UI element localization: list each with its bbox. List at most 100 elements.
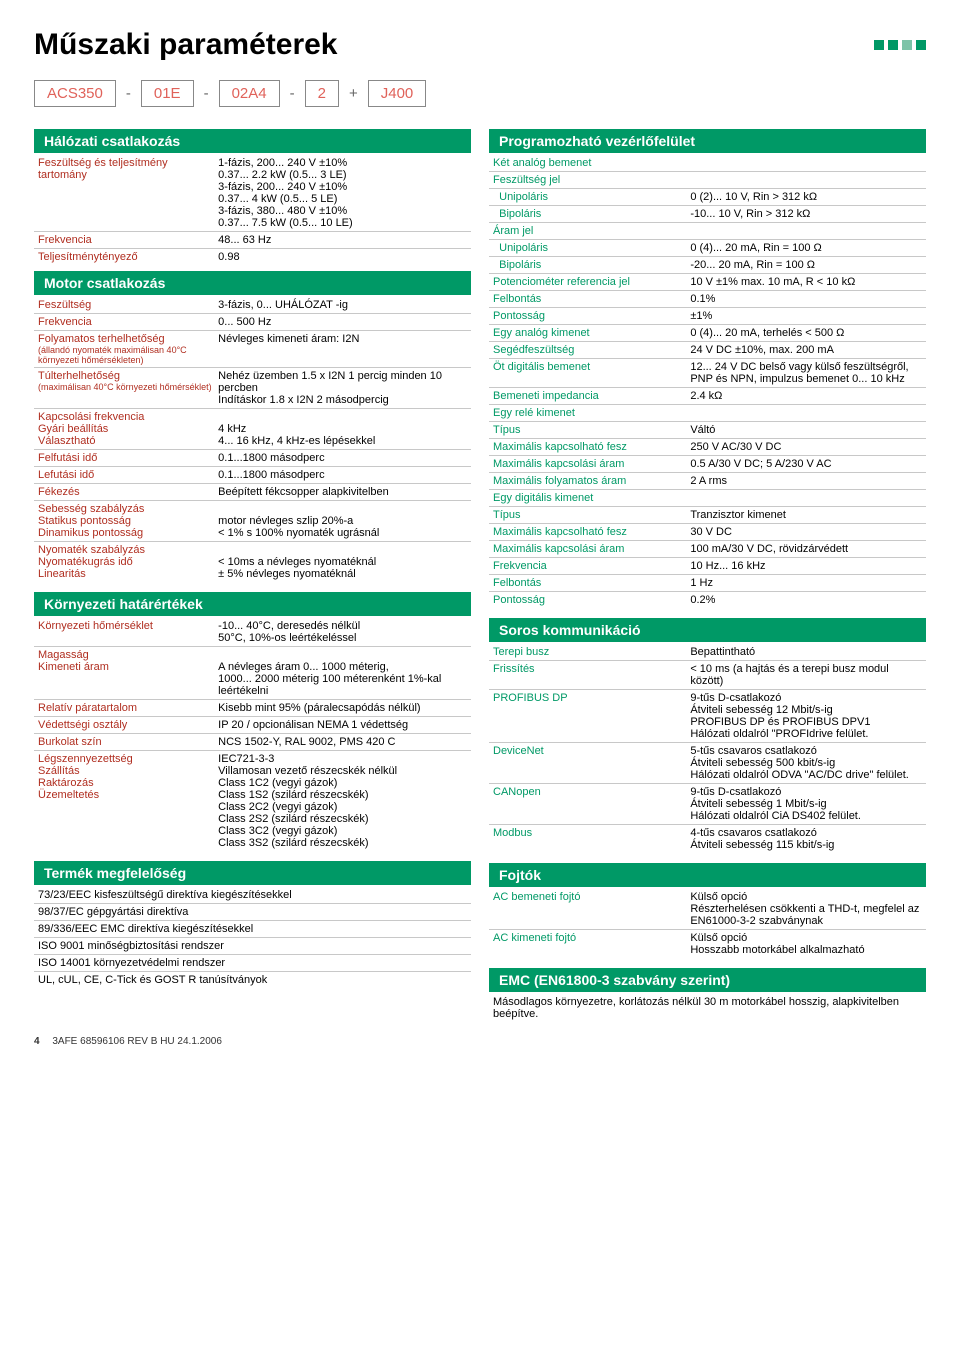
page-title-row: Műszaki paraméterek bbox=[34, 28, 926, 62]
part-box-1: ACS350 bbox=[34, 80, 116, 107]
spec-row: DeviceNet5-tűs csavaros csatlakozó Átvit… bbox=[489, 743, 926, 784]
spec-label: Feszültség bbox=[38, 299, 218, 311]
compliance-line: ISO 9001 minőségbiztosítási rendszer bbox=[34, 938, 471, 955]
spec-value: 1-fázis, 200... 240 V ±10% 0.37... 2.2 k… bbox=[218, 157, 467, 229]
spec-value: 5-tűs csavaros csatlakozó Átviteli sebes… bbox=[690, 745, 922, 781]
spec-value: 100 mA/30 V DC, rövidzárvédett bbox=[690, 543, 922, 555]
spec-value: 2.4 kΩ bbox=[690, 390, 922, 402]
spec-label: Maximális folyamatos áram bbox=[493, 475, 690, 487]
spec-label: Védettségi osztály bbox=[38, 719, 218, 731]
spec-row: Pontosság0.2% bbox=[489, 592, 926, 608]
spec-label: AC bemeneti fojtó bbox=[493, 891, 690, 927]
spec-row: Feszültség és teljesítmény tartomány1-fá… bbox=[34, 155, 471, 232]
left-column: Hálózati csatlakozás Feszültség és telje… bbox=[34, 129, 471, 1022]
spec-value: Kisebb mint 95% (páralecsapódás nélkül) bbox=[218, 702, 467, 714]
spec-value: 9-tűs D-csatlakozó Átviteli sebesség 1 M… bbox=[690, 786, 922, 822]
spec-value: 10 V ±1% max. 10 mA, R < 10 kΩ bbox=[690, 276, 922, 288]
spec-value: IP 20 / opcionálisan NEMA 1 védettség bbox=[218, 719, 467, 731]
spec-value: Külső opció Hosszabb motorkábel alkalmaz… bbox=[690, 932, 922, 956]
emc-text: Másodlagos környezetre, korlátozás nélkü… bbox=[489, 994, 926, 1022]
spec-row: Felbontás1 Hz bbox=[489, 575, 926, 592]
page-title: Műszaki paraméterek bbox=[34, 28, 338, 62]
spec-value bbox=[690, 174, 922, 186]
spec-label: Segédfeszültség bbox=[493, 344, 690, 356]
spec-row: Egy relé kimenet bbox=[489, 405, 926, 422]
spec-label: Bipoláris bbox=[493, 208, 690, 220]
spec-row: Frekvencia48... 63 Hz bbox=[34, 232, 471, 249]
spec-row: Frekvencia10 Hz... 16 kHz bbox=[489, 558, 926, 575]
spec-value: 0 (4)... 20 mA, Rin = 100 Ω bbox=[690, 242, 922, 254]
spec-label: PROFIBUS DP bbox=[493, 692, 690, 740]
spec-value: 4-tűs csavaros csatlakozó Átviteli sebes… bbox=[690, 827, 922, 851]
compliance-line: ISO 14001 környezetvédelmi rendszer bbox=[34, 955, 471, 972]
spec-row: Folyamatos terhelhetőség(állandó nyomaté… bbox=[34, 331, 471, 368]
spec-label: AC kimeneti fojtó bbox=[493, 932, 690, 956]
spec-row: Relatív páratartalomKisebb mint 95% (pár… bbox=[34, 700, 471, 717]
spec-value: motor névleges szlip 20%-a < 1% s 100% n… bbox=[218, 503, 467, 539]
spec-value: 0.5 A/30 V DC; 5 A/230 V AC bbox=[690, 458, 922, 470]
spec-row: Frissítés< 10 ms (a hajtás és a terepi b… bbox=[489, 661, 926, 690]
spec-label: Teljesítménytényező bbox=[38, 251, 218, 263]
spec-label: LégszennyezettségSzállításRaktározásÜzem… bbox=[38, 753, 218, 849]
spec-row: Két analóg bemenet bbox=[489, 155, 926, 172]
spec-value: 2 A rms bbox=[690, 475, 922, 487]
spec-value: Névleges kimeneti áram: I2N bbox=[218, 333, 467, 365]
spec-label: Felbontás bbox=[493, 293, 690, 305]
spec-value: < 10ms a névleges nyomatéknál ± 5% névle… bbox=[218, 544, 467, 580]
spec-row: Maximális kapcsolási áram0.5 A/30 V DC; … bbox=[489, 456, 926, 473]
spec-value: -10... 40°C, deresedés nélkül 50°C, 10%-… bbox=[218, 620, 467, 644]
spec-row: AC bemeneti fojtóKülső opció Részterhelé… bbox=[489, 889, 926, 930]
spec-value: < 10 ms (a hajtás és a terepi busz modul… bbox=[690, 663, 922, 687]
spec-label: Felfutási idő bbox=[38, 452, 218, 464]
spec-label: Egy analóg kimenet bbox=[493, 327, 690, 339]
section-body: AC bemeneti fojtóKülső opció Részterhelé… bbox=[489, 889, 926, 958]
spec-label: Típus bbox=[493, 424, 690, 436]
spec-label: Típus bbox=[493, 509, 690, 521]
spec-row: Áram jel bbox=[489, 223, 926, 240]
spec-value: 10 Hz... 16 kHz bbox=[690, 560, 922, 572]
spec-row: Bipoláris-20... 20 mA, Rin = 100 Ω bbox=[489, 257, 926, 274]
spec-value: 4 kHz 4... 16 kHz, 4 kHz-es lépésekkel bbox=[218, 411, 467, 447]
right-column: Programozható vezérlőfelület Két analóg … bbox=[489, 129, 926, 1022]
spec-value: 0.98 bbox=[218, 251, 467, 263]
dash-icon: - bbox=[126, 85, 131, 102]
spec-label: Nyomaték szabályzásNyomatékugrás időLine… bbox=[38, 544, 218, 580]
spec-label: Két analóg bemenet bbox=[493, 157, 690, 169]
section-body: Környezeti hőmérséklet-10... 40°C, deres… bbox=[34, 618, 471, 851]
spec-value: 0.1...1800 másodperc bbox=[218, 469, 467, 481]
spec-value: Nehéz üzemben 1.5 x I2N 1 percig minden … bbox=[218, 370, 467, 406]
spec-label: Folyamatos terhelhetőség(állandó nyomaté… bbox=[38, 333, 218, 365]
section-header: EMC (EN61800-3 szabvány szerint) bbox=[489, 968, 926, 992]
spec-label: Frissítés bbox=[493, 663, 690, 687]
section-body: Feszültség és teljesítmény tartomány1-fá… bbox=[34, 155, 471, 265]
spec-value: 0... 500 Hz bbox=[218, 316, 467, 328]
spec-row: PROFIBUS DP9-tűs D-csatlakozó Átviteli s… bbox=[489, 690, 926, 743]
spec-value: Beépített fékcsopper alapkivitelben bbox=[218, 486, 467, 498]
spec-label: Potenciométer referencia jel bbox=[493, 276, 690, 288]
section-body: Terepi buszBepattinthatóFrissítés< 10 ms… bbox=[489, 644, 926, 853]
spec-value: 0 (4)... 20 mA, terhelés < 500 Ω bbox=[690, 327, 922, 339]
spec-value bbox=[690, 157, 922, 169]
part-box-2: 01E bbox=[141, 80, 194, 107]
spec-label: Sebesség szabályzásStatikus pontosságDin… bbox=[38, 503, 218, 539]
spec-value bbox=[690, 492, 922, 504]
section-header: Fojtók bbox=[489, 863, 926, 887]
spec-value: 48... 63 Hz bbox=[218, 234, 467, 246]
compliance-line: UL, cUL, CE, C-Tick és GOST R tanúsítván… bbox=[34, 972, 471, 988]
spec-label: Feszültség és teljesítmény tartomány bbox=[38, 157, 218, 229]
spec-label: Unipoláris bbox=[493, 242, 690, 254]
dash-icon: - bbox=[204, 85, 209, 102]
page-number: 4 bbox=[34, 1036, 40, 1047]
spec-value: 0.1...1800 másodperc bbox=[218, 452, 467, 464]
spec-row: LégszennyezettségSzállításRaktározásÜzem… bbox=[34, 751, 471, 851]
spec-row: Maximális kapcsolható fesz30 V DC bbox=[489, 524, 926, 541]
spec-label: Bemeneti impedancia bbox=[493, 390, 690, 402]
spec-row: Unipoláris0 (4)... 20 mA, Rin = 100 Ω bbox=[489, 240, 926, 257]
spec-label: Egy digitális kimenet bbox=[493, 492, 690, 504]
spec-row: Egy analóg kimenet0 (4)... 20 mA, terhel… bbox=[489, 325, 926, 342]
section-header: Hálózati csatlakozás bbox=[34, 129, 471, 153]
spec-label: Öt digitális bemenet bbox=[493, 361, 690, 385]
spec-row: Nyomaték szabályzásNyomatékugrás időLine… bbox=[34, 542, 471, 582]
part-number-row: ACS350 - 01E - 02A4 - 2 + J400 bbox=[34, 80, 926, 107]
spec-label: Lefutási idő bbox=[38, 469, 218, 481]
